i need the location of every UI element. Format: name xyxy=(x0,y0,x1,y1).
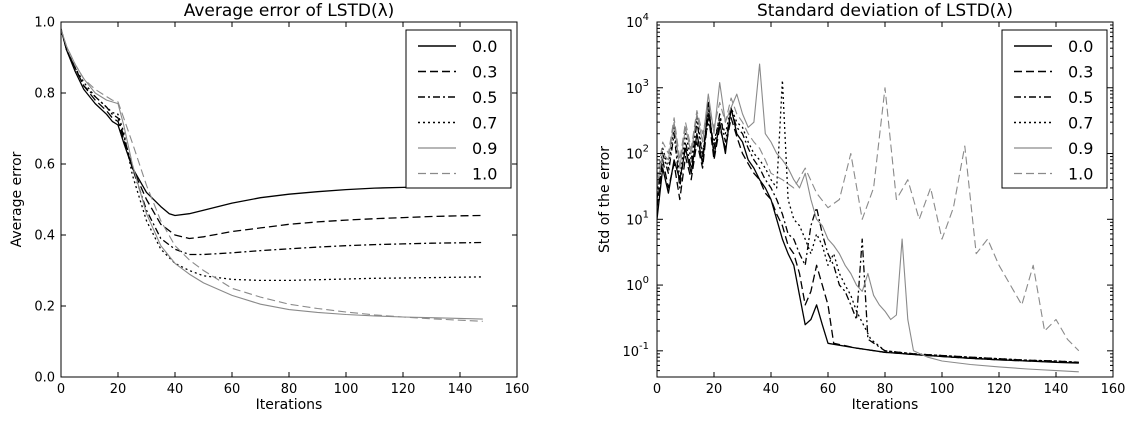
legend-label: 0.0 xyxy=(472,37,497,56)
legend: 0.0 0.3 0.5 0.7 0.9 1.0 xyxy=(1002,30,1107,188)
average-error-chart: Average error of LSTD(λ) Iterations Aver… xyxy=(9,1,529,413)
legend-label: 0.0 xyxy=(1068,37,1093,56)
y-tick-label: 0.0 xyxy=(34,371,55,386)
x-tick-label: 0 xyxy=(653,382,661,397)
legend-label: 0.9 xyxy=(472,139,497,158)
legend-label: 0.9 xyxy=(1068,139,1093,158)
y-tick-label: 104 xyxy=(626,12,649,31)
chart-title: Average error of LSTD(λ) xyxy=(184,1,395,21)
y-tick-label: 0.6 xyxy=(34,158,55,173)
x-tick-label: 160 xyxy=(1101,382,1126,397)
legend-label: 1.0 xyxy=(1068,165,1093,184)
y-axis-label: Std of the error xyxy=(597,146,613,253)
legend-label: 0.5 xyxy=(472,88,497,107)
x-tick-label: 40 xyxy=(763,382,780,397)
y-tick-label: 0.4 xyxy=(34,229,55,244)
x-tick-label: 120 xyxy=(391,382,416,397)
x-tick-label: 80 xyxy=(281,382,298,397)
std-deviation-chart: Standard deviation of LSTD(λ) Iterations… xyxy=(597,1,1125,413)
legend-label: 0.7 xyxy=(1068,114,1093,133)
y-axis-label: Average error xyxy=(9,151,25,247)
x-tick-label: 20 xyxy=(706,382,723,397)
x-tick-label: 80 xyxy=(877,382,894,397)
y-tick-label: 1.0 xyxy=(34,16,55,31)
y-tick-label: 10-1 xyxy=(622,341,649,360)
x-tick-label: 100 xyxy=(930,382,955,397)
chart-title: Standard deviation of LSTD(λ) xyxy=(757,1,1013,21)
legend-label: 0.5 xyxy=(1068,88,1093,107)
y-tick-label: 102 xyxy=(626,144,649,163)
x-tick-label: 40 xyxy=(167,382,184,397)
legend-label: 0.3 xyxy=(472,63,497,82)
x-tick-label: 100 xyxy=(334,382,359,397)
x-tick-label: 60 xyxy=(820,382,837,397)
x-tick-label: 0 xyxy=(57,382,65,397)
y-tick-label: 0.8 xyxy=(34,87,55,102)
x-tick-label: 140 xyxy=(1044,382,1069,397)
legend-label: 1.0 xyxy=(472,165,497,184)
y-tick-label: 0.2 xyxy=(34,300,55,315)
x-tick-label: 20 xyxy=(110,382,127,397)
x-axis-label: Iterations xyxy=(256,397,323,413)
y-tick-label: 101 xyxy=(626,209,649,228)
x-tick-label: 60 xyxy=(224,382,241,397)
x-axis-label: Iterations xyxy=(852,397,919,413)
x-tick-label: 120 xyxy=(987,382,1012,397)
legend-label: 0.3 xyxy=(1068,63,1093,82)
y-tick-label: 103 xyxy=(626,78,649,97)
legend-label: 0.7 xyxy=(472,114,497,133)
legend: 0.0 0.3 0.5 0.7 0.9 1.0 xyxy=(406,30,511,188)
x-tick-label: 160 xyxy=(505,382,530,397)
x-tick-label: 140 xyxy=(448,382,473,397)
y-tick-label: 100 xyxy=(626,275,649,294)
